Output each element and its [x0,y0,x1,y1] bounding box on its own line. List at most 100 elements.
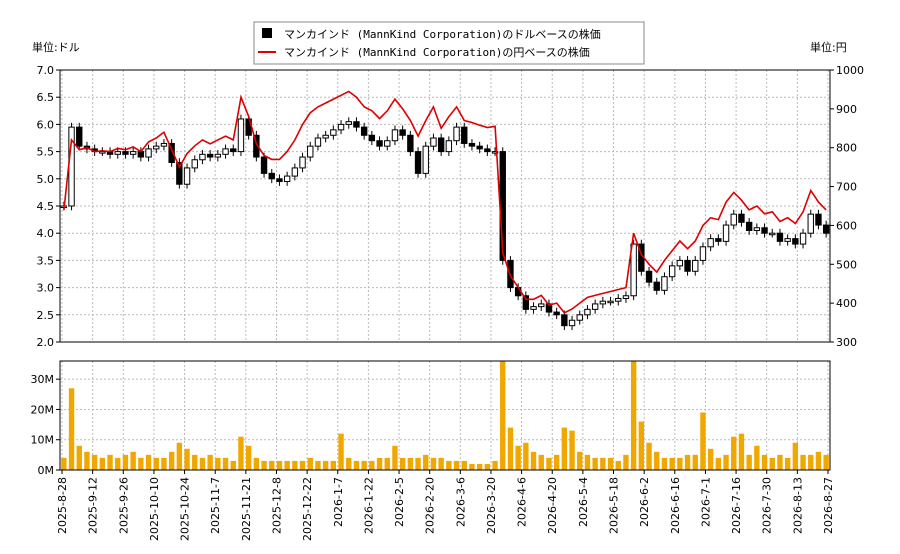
volume-tick-label: 0M [38,464,55,477]
candle-body [730,213,737,226]
right-tick-label: 800 [836,142,857,155]
volume-bar [523,442,529,470]
volume-bar [561,427,568,470]
date-tick-label: 2026-8-27 [822,477,835,534]
usd-candlesticks [60,114,830,331]
candle-body [176,161,183,185]
candle-body [153,145,160,150]
date-tick-label: 2026-3-6 [454,477,467,527]
volume-bar [692,454,698,470]
volume-bar [322,460,329,470]
date-tick-label: 2025-9-26 [117,477,130,534]
left-tick-label: 3.5 [37,254,55,267]
candle-body [584,308,591,316]
candle-body [661,276,668,291]
candle-body [399,129,406,136]
price-panel: 2.0 2.5 3.0 3.5 4.0 4.5 5.0 5.5 6.0 6.5 7.0 300 400… [37,64,864,470]
candle-body [299,156,306,169]
volume-bar [530,451,537,470]
candle-body [445,140,453,153]
volume-bar [777,454,783,470]
volume-bar [153,457,159,470]
candle-body [206,153,214,158]
volume-axis-ticks: 0M 10M 20M 30M [31,373,60,477]
candle-body [453,126,460,142]
volume-tick-label: 10M [31,434,55,447]
volume-bar [784,457,791,470]
right-tick-label: 600 [836,219,857,232]
volume-bar [84,451,90,470]
date-tick-label: 2025-10-24 [179,477,192,541]
candle-body [461,126,468,144]
volume-bar [222,457,229,470]
volume-bar [215,457,221,470]
volume-bar [738,433,745,470]
left-tick-label: 3.0 [37,282,55,295]
candle-body [160,142,168,147]
volume-bar [315,460,321,470]
candle-body [761,227,768,234]
right-tick-label: 1000 [836,64,864,77]
volume-bar [353,460,360,470]
candle-body [707,238,714,248]
volume-bar [461,460,467,470]
volume-bar [592,457,598,470]
date-tick-label: 2026-1-22 [362,477,375,534]
volume-bar [646,442,652,470]
volume-bar [207,454,213,470]
volume-bar [746,454,752,470]
candle-body [268,172,275,180]
date-tick-label: 2026-7-30 [761,477,774,534]
left-axis-ticks: 2.0 2.5 3.0 3.5 4.0 4.5 5.0 5.5 6.0 6.5 7.0 [37,64,60,349]
volume-bar [369,460,375,470]
volume-bar [453,460,460,470]
date-tick-label: 2025-11-7 [209,477,222,534]
candle-body [437,137,445,153]
volume-bar [384,457,390,470]
volume-bar [446,460,452,470]
date-tick-label: 2026-2-20 [424,477,437,534]
volume-bar [669,457,675,470]
candle-body [799,232,807,245]
candle-body [407,134,414,153]
volume-grid [60,378,830,471]
date-tick-label: 2025-11-21 [240,477,253,541]
volume-bar [269,460,275,470]
date-tick-label: 2025-12-22 [301,477,314,541]
candle-body [745,221,753,231]
volume-bar [392,445,398,470]
candle-body [576,314,583,321]
volume-bar [192,454,198,470]
volume-bar [731,436,737,470]
candle-body [276,178,283,183]
volume-bar [769,457,775,470]
candle-body [784,238,791,242]
candle-body [214,153,222,158]
candle-body [476,145,483,150]
date-tick-label: 2026-5-18 [608,477,621,534]
volume-bars [61,361,829,470]
volume-bar [261,460,267,470]
volume-bar [184,448,190,470]
right-tick-label: 500 [836,258,857,271]
candle-body [607,300,614,304]
volume-bar [607,457,614,470]
volume-bar [423,454,429,470]
volume-bar [808,454,814,470]
right-tick-label: 700 [836,181,857,194]
volume-bar [469,463,475,470]
volume-bar [823,454,829,470]
volume-bar [130,451,136,470]
left-tick-label: 4.5 [37,200,55,213]
candle-body [199,153,206,161]
volume-bar [76,445,82,470]
candle-body [291,167,299,177]
volume-bar [138,457,144,470]
legend-box [253,21,645,65]
candle-body [591,303,599,310]
volume-bar [376,457,383,470]
date-tick-label: 2026-1-7 [332,477,345,527]
date-tick-label: 2026-3-20 [485,477,498,534]
candle-body [129,151,137,155]
